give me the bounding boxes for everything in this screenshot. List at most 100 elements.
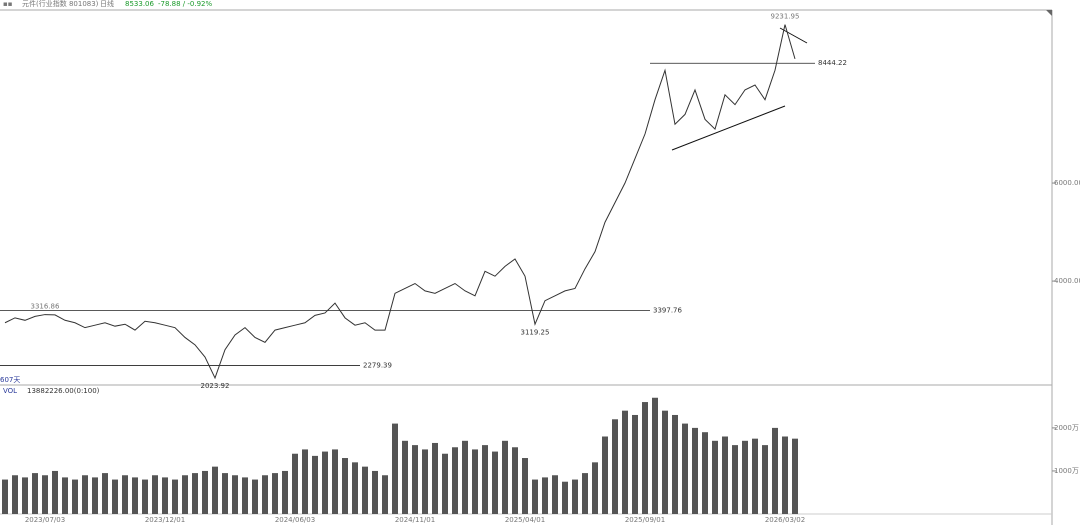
volume-bar xyxy=(732,445,738,514)
volume-bar xyxy=(782,436,788,514)
volume-bar xyxy=(402,440,408,514)
volume-bar xyxy=(752,438,758,514)
volume-bar xyxy=(482,445,488,514)
reference-label: 3397.76 xyxy=(653,307,682,315)
volume-bar xyxy=(722,436,728,514)
volume-bar xyxy=(262,475,268,514)
volume-bar xyxy=(672,414,678,514)
point-label: 2023.92 xyxy=(201,382,230,390)
volume-bar xyxy=(592,462,598,514)
volume-bar xyxy=(602,436,608,514)
volume-bar xyxy=(72,479,78,514)
reference-label: 2279.39 xyxy=(363,361,392,369)
volume-bar xyxy=(82,475,88,514)
volume-bar xyxy=(552,475,558,514)
volume-bar xyxy=(362,466,368,514)
change: -78.88 / -0.92% xyxy=(158,0,212,8)
volume-bar xyxy=(472,449,478,514)
volume-bar xyxy=(712,440,718,514)
volume-bar xyxy=(522,458,528,514)
volume-bar xyxy=(152,475,158,514)
x-tick-label: 2025/09/01 xyxy=(625,516,665,524)
volume-bar xyxy=(182,475,188,514)
volume-bar xyxy=(242,477,248,514)
y-tick-label: 4000.00 xyxy=(1054,277,1080,285)
volume-bar xyxy=(192,473,198,514)
volume-bar xyxy=(282,470,288,514)
volume-bar xyxy=(632,414,638,514)
volume-bar xyxy=(392,423,398,514)
y-tick-label: 6000.00 xyxy=(1054,179,1080,187)
corner-marker xyxy=(1046,10,1052,16)
volume-bar xyxy=(762,445,768,514)
volume-bar xyxy=(562,481,568,514)
volume-bar xyxy=(492,451,498,514)
volume-bar xyxy=(542,477,548,514)
x-tick-label: 2024/11/01 xyxy=(395,516,435,524)
volume-bar xyxy=(652,397,658,514)
volume-bar xyxy=(582,473,588,514)
y-tick-label: 2000万 xyxy=(1054,424,1079,432)
volume-bar xyxy=(172,479,178,514)
price-line xyxy=(4,24,796,380)
volume-bar xyxy=(222,473,228,514)
span-label: 607天 xyxy=(0,376,20,384)
volume-title: VOL xyxy=(3,387,17,395)
last-price: 8533.06 xyxy=(125,0,154,8)
trend-line xyxy=(779,27,808,44)
volume-bar xyxy=(342,458,348,514)
x-tick-label: 2024/06/03 xyxy=(275,516,315,524)
volume-bar xyxy=(22,477,28,514)
volume-bar xyxy=(42,475,48,514)
volume-bar xyxy=(202,470,208,514)
volume-bar xyxy=(502,440,508,514)
point-label: 9231.95 xyxy=(771,13,800,21)
volume-bar xyxy=(212,466,218,514)
volume-bar xyxy=(382,475,388,514)
volume-bar xyxy=(332,449,338,514)
volume-bar xyxy=(352,462,358,514)
volume-bar xyxy=(132,477,138,514)
volume-bar xyxy=(432,442,438,514)
volume-bar xyxy=(32,473,38,514)
volume-bar xyxy=(302,449,308,514)
volume-bar xyxy=(52,470,58,514)
chart-title: 元件(行业指数 801083) xyxy=(22,0,99,8)
period: 日线 xyxy=(100,0,114,8)
volume-bar xyxy=(702,432,708,514)
volume-bar xyxy=(102,473,108,514)
point-label: 3119.25 xyxy=(521,328,550,336)
x-tick-label: 2023/07/03 xyxy=(25,516,65,524)
volume-bar xyxy=(92,477,98,514)
volume-bar xyxy=(62,477,68,514)
volume-bar xyxy=(462,440,468,514)
volume-bar xyxy=(612,419,618,514)
volume-bar xyxy=(642,402,648,514)
volume-bar xyxy=(452,447,458,514)
volume-bar xyxy=(442,453,448,514)
volume-bar xyxy=(292,453,298,514)
x-tick-label: 2026/03/02 xyxy=(765,516,805,524)
x-tick-label: 2025/04/01 xyxy=(505,516,545,524)
volume-bar xyxy=(252,479,258,514)
volume-bar xyxy=(692,427,698,514)
volume-bar xyxy=(772,427,778,514)
volume-bar xyxy=(142,479,148,514)
volume-bar xyxy=(112,479,118,514)
volume-bar xyxy=(372,470,378,514)
trend-line xyxy=(671,105,786,151)
volume-bar xyxy=(122,475,128,514)
volume-bar xyxy=(232,475,238,514)
x-tick-label: 2023/12/01 xyxy=(145,516,185,524)
volume-bar xyxy=(682,423,688,514)
volume-bar xyxy=(322,451,328,514)
volume-bar xyxy=(622,410,628,514)
volume-bar xyxy=(512,447,518,514)
y-tick-label: 1000万 xyxy=(1054,467,1079,475)
volume-bar xyxy=(532,479,538,514)
volume-bar xyxy=(162,477,168,514)
volume-subtitle: 13882226.00(0:100) xyxy=(27,387,100,395)
